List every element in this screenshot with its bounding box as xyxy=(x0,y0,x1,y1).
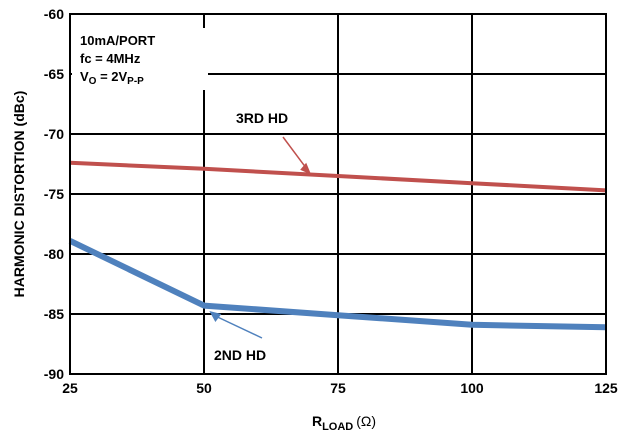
y-tick-label: -60 xyxy=(44,6,64,22)
x-tick-label: 50 xyxy=(196,380,212,396)
cond-v: V xyxy=(80,69,89,84)
leader-2nd-hd xyxy=(215,315,263,339)
plot-frame xyxy=(69,13,607,375)
arrowhead-2nd-hd xyxy=(209,311,222,322)
arrowhead-3rd-hd xyxy=(300,162,312,175)
x-axis-title: RLOAD (Ω) xyxy=(312,413,376,433)
y-tick-label: -75 xyxy=(44,186,64,202)
x-tick-label: 25 xyxy=(62,380,78,396)
y-tick-label: -90 xyxy=(44,366,64,382)
leader-3rd-hd xyxy=(282,136,309,172)
conditions-box: 10mA/PORT fc = 4MHz VO = 2VP-P xyxy=(72,28,208,90)
y-tick-label: -65 xyxy=(44,66,64,82)
x-tick-labels: 25 50 75 100 125 xyxy=(62,380,618,396)
cond-pp-sub: P-P xyxy=(127,76,144,87)
annotations: 3RD HD 2ND HD xyxy=(206,103,312,366)
condition-frequency: fc = 4MHz xyxy=(80,51,141,66)
cond-v-sub: O xyxy=(89,76,97,87)
series-label-2nd-hd: 2ND HD xyxy=(214,347,266,363)
y-tick-label: -70 xyxy=(44,126,64,142)
x-tick-label: 125 xyxy=(594,380,618,396)
x-axis-title-sub: LOAD xyxy=(322,421,353,433)
conditions-background xyxy=(72,28,208,90)
condition-port-current: 10mA/PORT xyxy=(80,33,155,48)
y-tick-label: -85 xyxy=(44,306,64,322)
label-bg-3rd-hd xyxy=(228,103,306,129)
series-label-3rd-hd: 3RD HD xyxy=(236,110,288,126)
condition-output-voltage: VO = 2VP-P xyxy=(80,69,144,87)
x-axis-title-main: R xyxy=(312,413,322,429)
y-axis-title: HARMONIC DISTORTION (dBc) xyxy=(11,91,27,298)
label-bg-2nd-hd xyxy=(206,342,294,366)
series-line-3rd-hd xyxy=(69,160,607,193)
cond-eq: = 2V xyxy=(96,69,127,84)
x-tick-label: 100 xyxy=(460,380,484,396)
x-tick-label: 75 xyxy=(330,380,346,396)
y-tick-label: -80 xyxy=(44,246,64,262)
series-lines xyxy=(68,160,607,331)
x-axis-title-unit: (Ω) xyxy=(356,413,376,429)
series-line-2nd-hd xyxy=(68,238,607,331)
y-tick-labels: -60 -65 -70 -75 -80 -85 -90 xyxy=(44,6,64,382)
